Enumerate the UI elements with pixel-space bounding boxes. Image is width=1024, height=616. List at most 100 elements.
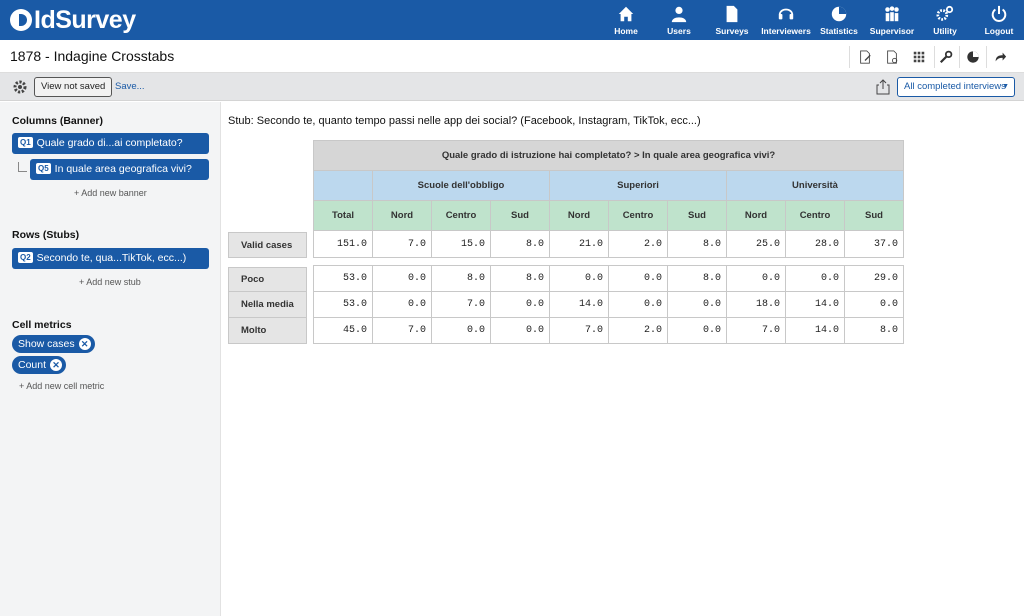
- divider: [986, 46, 987, 68]
- table-cell: 7.0: [726, 317, 786, 344]
- chart-button[interactable]: [963, 47, 983, 67]
- gear-icon[interactable]: [12, 79, 28, 95]
- edit-report-button[interactable]: [855, 47, 875, 67]
- metric-show-cases[interactable]: Show cases ✕: [12, 335, 95, 353]
- remove-metric-icon[interactable]: ✕: [50, 359, 63, 371]
- title-bar: 1878 - Indagine Crosstabs: [0, 40, 1024, 73]
- nav-home-label: Home: [614, 26, 638, 36]
- table-cell: 8.0: [844, 317, 904, 344]
- table-row-label: Nella media: [228, 291, 307, 318]
- stub-title: Stub: Secondo te, quanto tempo passi nel…: [228, 115, 701, 127]
- pie-chart-icon: [831, 6, 847, 22]
- home-icon: [618, 6, 634, 22]
- interview-filter-select[interactable]: All completed interviews ▼: [897, 77, 1015, 97]
- logo-mark-icon: [10, 9, 32, 31]
- question-badge: Q1: [18, 137, 33, 148]
- table-row-label: Valid cases: [228, 232, 307, 258]
- metric-count[interactable]: Count ✕: [12, 356, 67, 374]
- report-settings-button[interactable]: [882, 47, 902, 67]
- table-cell: 28.0: [785, 230, 845, 258]
- save-link[interactable]: Save...: [115, 81, 145, 92]
- table-row-label: Molto: [228, 317, 307, 344]
- banner-item-label: In quale area geografica vivi?: [54, 163, 192, 175]
- table-group-header: Scuole dell'obbligo: [372, 170, 550, 201]
- table-cell: 0.0: [785, 265, 845, 292]
- table-column-header: Nord: [549, 200, 609, 231]
- remove-metric-icon[interactable]: ✕: [78, 338, 91, 350]
- caret-down-icon: ▼: [1002, 83, 1009, 90]
- nav-interviewers[interactable]: Interviewers: [760, 0, 812, 40]
- table-cell: 0.0: [667, 317, 727, 344]
- tools-button[interactable]: [936, 47, 956, 67]
- grid-view-button[interactable]: [909, 47, 929, 67]
- table-cell: 0.0: [490, 317, 550, 344]
- table-cell: 0.0: [726, 265, 786, 292]
- nav-supervisor[interactable]: Supervisor: [869, 0, 915, 40]
- table-cell: 8.0: [667, 265, 727, 292]
- page-title: 1878 - Indagine Crosstabs: [10, 48, 175, 64]
- table-cell: 15.0: [431, 230, 491, 258]
- table-cell: 7.0: [549, 317, 609, 344]
- table-cell: 0.0: [372, 291, 432, 318]
- nav-users-label: Users: [667, 26, 691, 36]
- surveys-icon: [726, 5, 738, 23]
- table-column-header: Sud: [844, 200, 904, 231]
- nav-surveys[interactable]: Surveys: [713, 0, 751, 40]
- nav-surveys-label: Surveys: [715, 26, 749, 36]
- table-column-header: Nord: [372, 200, 432, 231]
- nav-logout[interactable]: Logout: [983, 0, 1015, 40]
- share-button[interactable]: [990, 47, 1010, 67]
- add-metric-link[interactable]: + Add new cell metric: [19, 381, 105, 391]
- question-badge: Q5: [36, 163, 51, 174]
- table-cell: 7.0: [431, 291, 491, 318]
- nav-interviewers-label: Interviewers: [761, 26, 811, 36]
- table-cell: 8.0: [490, 230, 550, 258]
- table-column-header: Sud: [490, 200, 550, 231]
- rows-heading: Rows (Stubs): [12, 229, 80, 241]
- table-cell: 18.0: [726, 291, 786, 318]
- table-column-header: Centro: [608, 200, 668, 231]
- divider: [959, 46, 960, 68]
- banner-item-q1[interactable]: Q1 Quale grado di...ai completato?: [12, 133, 209, 154]
- nav-utility[interactable]: Utility: [930, 0, 960, 40]
- pie-chart-icon: [967, 51, 979, 63]
- supervisor-icon: [885, 6, 899, 22]
- table-cell: 0.0: [490, 291, 550, 318]
- nav-statistics[interactable]: Statistics: [819, 0, 859, 40]
- add-banner-link[interactable]: + Add new banner: [74, 188, 147, 198]
- table-top-header: Quale grado di istruzione hai completato…: [313, 140, 904, 171]
- gears-icon: [936, 5, 954, 21]
- table-cell: 29.0: [844, 265, 904, 292]
- table-row-label: Poco: [228, 267, 307, 292]
- idsurvey-logo[interactable]: IdSurvey: [10, 6, 136, 34]
- stub-item-q2[interactable]: Q2 Secondo te, qua...TikTok, ecc...): [12, 248, 209, 269]
- columns-heading: Columns (Banner): [12, 115, 104, 127]
- divider: [849, 46, 850, 68]
- table-cell: 14.0: [785, 317, 845, 344]
- banner-item-q5[interactable]: Q5 In quale area geografica vivi?: [30, 159, 209, 180]
- table-cell: 21.0: [549, 230, 609, 258]
- table-cell: 151.0: [313, 230, 373, 258]
- export-icon[interactable]: [876, 79, 890, 95]
- banner-item-label: Quale grado di...ai completato?: [36, 137, 183, 149]
- stub-item-label: Secondo te, qua...TikTok, ecc...): [36, 252, 187, 264]
- nav-users[interactable]: Users: [664, 0, 694, 40]
- metric-label: Show cases: [18, 338, 75, 350]
- add-stub-link[interactable]: + Add new stub: [79, 277, 141, 287]
- edit-document-icon: [860, 50, 871, 64]
- table-cell: 14.0: [785, 291, 845, 318]
- nav-home[interactable]: Home: [611, 0, 641, 40]
- table-cell: 0.0: [667, 291, 727, 318]
- table-column-header: Centro: [785, 200, 845, 231]
- metric-label: Count: [18, 359, 47, 371]
- table-cell: 0.0: [372, 265, 432, 292]
- document-settings-icon: [887, 50, 898, 64]
- interview-filter-value: All completed interviews: [904, 81, 1006, 92]
- view-not-saved-button[interactable]: View not saved: [34, 77, 113, 97]
- nav-statistics-label: Statistics: [820, 26, 858, 36]
- table-cell: 0.0: [608, 291, 668, 318]
- users-icon: [671, 6, 687, 23]
- table-cell: 0.0: [844, 291, 904, 318]
- divider: [934, 46, 935, 68]
- table-cell: 14.0: [549, 291, 609, 318]
